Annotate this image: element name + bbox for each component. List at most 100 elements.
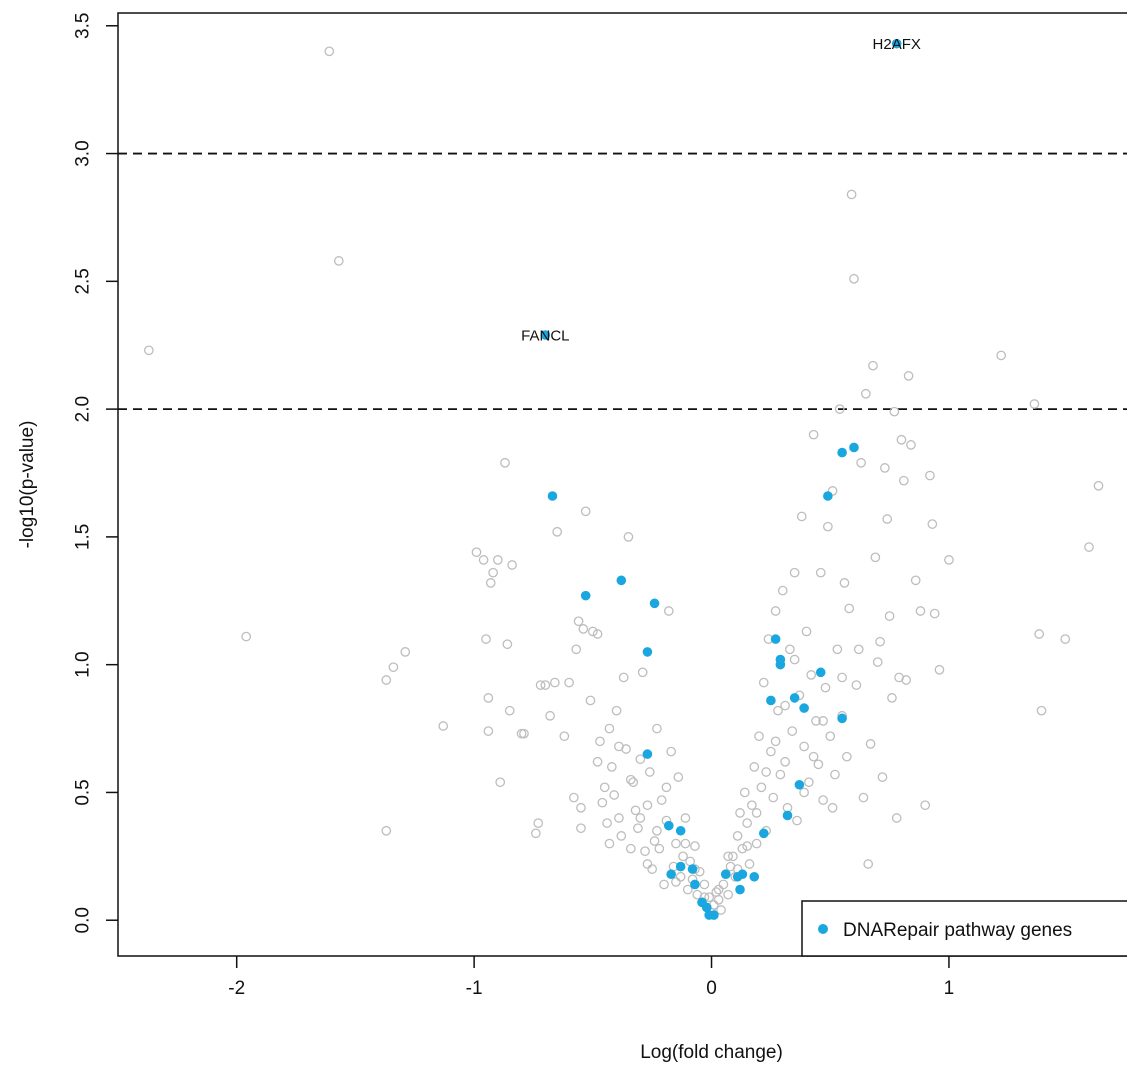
gene-point [820,682,831,693]
gene-point [789,654,800,665]
dna-repair-point [547,491,558,501]
gene-point [884,611,895,621]
y-tick-label: 3.0 [73,140,94,166]
threshold-lines [118,152,1127,411]
gene-point [860,388,871,399]
y-tick-label: 1.5 [73,524,94,550]
gene-point [761,767,771,777]
dna-repair-point [709,910,719,920]
dna-repair-point [687,864,698,874]
gene-point [611,705,622,716]
gene-point [834,404,845,414]
gene-point [789,567,800,578]
gene-point [471,547,482,558]
gene-point [811,716,821,726]
gene-point [652,723,662,734]
y-axis-title: -log10(p-value) [17,421,38,549]
gene-point [637,667,648,678]
gene-point [846,189,857,200]
gene-point [756,782,767,793]
gene-point [564,677,574,688]
gene-point [818,716,828,726]
gene-point [906,440,916,450]
gene-point [381,675,392,685]
gene-point [929,608,940,619]
gene-point [735,808,745,818]
dna-repair-point [789,693,800,703]
legend-box [801,900,1127,957]
gene-point [751,808,762,818]
legend: DNARepair pathway genes [801,900,1127,957]
gene-point [713,894,724,905]
gene-point [400,647,411,657]
gene-point [675,871,686,882]
dna-repair-point [580,590,591,601]
gene-point [604,838,615,849]
y-tick-label: 0.5 [73,779,94,805]
gene-point [889,406,900,417]
gene-point [241,631,252,642]
gene-point [806,670,817,680]
x-tick-label: 0 [706,978,717,999]
y-tick-label: 0.0 [73,907,94,933]
dna-repair-point [815,667,826,678]
gene-point [628,777,639,788]
gene-point [887,693,897,703]
gene-point [635,813,646,823]
gene-point [808,429,819,440]
gene-point [552,526,563,537]
gene-point [682,884,693,895]
gene-point [723,851,733,862]
gene-point [656,795,667,805]
gene-point [690,841,700,851]
x-tick-label: 1 [944,978,955,999]
gene-point [535,680,546,690]
x-tick-label: -2 [228,978,245,999]
gene-point [642,859,653,869]
gene-point [568,792,579,803]
gene-point [438,721,449,731]
legend-marker [818,924,828,934]
dna-repair-point [663,820,674,831]
dna-repair-point [837,713,847,724]
gene-point [1036,705,1047,716]
gene-point [616,831,627,841]
gene-point [879,463,890,473]
gene-point [381,825,392,836]
gene-point [481,634,491,644]
gene-point [500,457,510,468]
gene-point [732,831,743,841]
gene-point [545,710,555,721]
gene-point [623,532,634,542]
gene-point [796,511,807,522]
dna-repair-point [701,902,712,913]
gene-point [770,736,781,747]
x-axis: -2 -1 0 1 [228,956,954,999]
gene-point [644,767,655,777]
dna-repair-point [616,575,627,586]
dna-repair-point [766,695,776,706]
gene-point [770,606,781,616]
gene-point [640,846,650,857]
dna-repair-point [837,447,847,458]
gene-point [576,802,586,813]
gene-point [875,636,885,647]
gene-point [144,345,154,356]
gene-point [388,662,399,673]
highlight-points [540,38,902,920]
gene-point [858,792,869,803]
gene-point [595,736,605,747]
gene-point [666,746,677,757]
gene-point [671,877,681,887]
y-tick-label: 2.0 [73,396,94,422]
gene-point [663,606,674,616]
plot-frame [117,12,1127,957]
gene-point [891,813,902,823]
gene-point [647,864,658,874]
gene-point [671,838,681,849]
gene-point [502,639,513,650]
gene-point [737,843,748,854]
gene-point [333,256,344,266]
gene-point [602,818,612,828]
gene-point [842,751,852,762]
